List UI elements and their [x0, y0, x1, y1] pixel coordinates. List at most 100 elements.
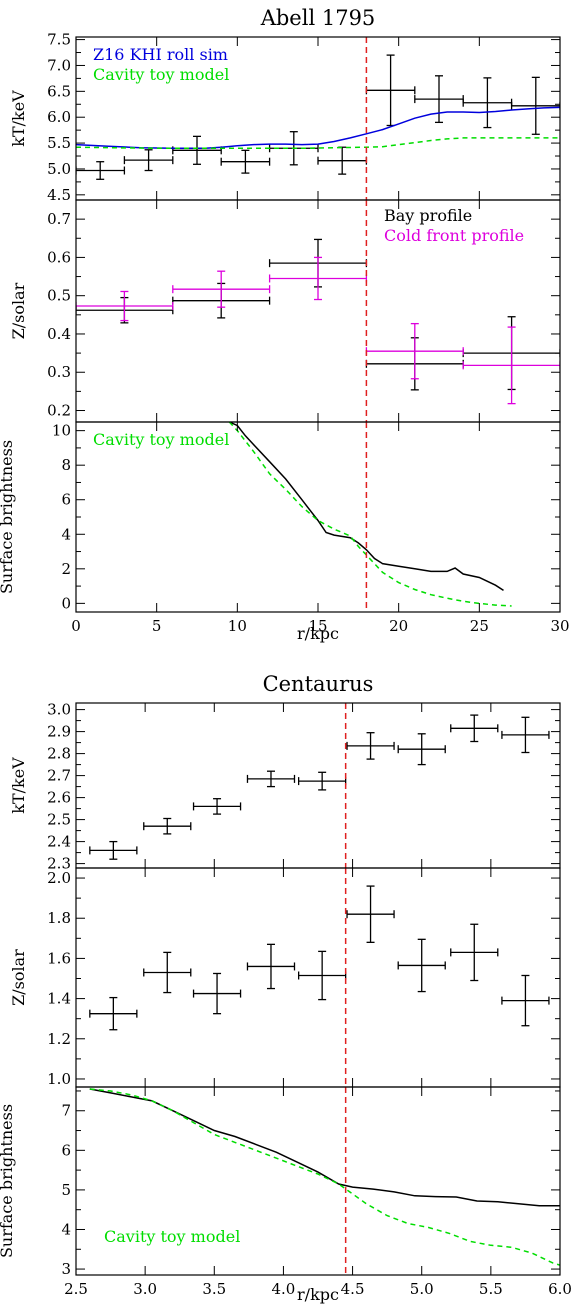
- a1795-z-series-1-point: [462, 326, 560, 405]
- a1795-kt-series-0-point: [414, 75, 464, 124]
- cen-kt-ytick-label: 2.6: [47, 789, 71, 807]
- a1795-z-series-1-point: [268, 256, 368, 301]
- cen-kt-series-0-point: [143, 817, 192, 835]
- cen-kt-y-axis-label: kT/keV: [9, 757, 28, 814]
- a1795-kt-legend-entry: Z16 KHI roll sim: [93, 45, 228, 64]
- a1795-sb-xtick-label: 5: [152, 617, 162, 635]
- a1795-z-series-1-point: [365, 322, 464, 380]
- a1795-kt-series-0-point: [317, 146, 368, 175]
- a1795-kt-ytick-label: 6.0: [47, 108, 71, 126]
- a1795-z-series-1-point: [172, 270, 271, 308]
- cen-kt-ytick-label: 2.7: [47, 767, 71, 785]
- a1795-sb-ytick-label: 10: [52, 422, 71, 440]
- a1795-sb-series-0-line: [228, 422, 504, 592]
- a1795-z-ytick-label: 0.5: [47, 287, 71, 305]
- cen-kt-series-0-point: [501, 716, 550, 754]
- a1795-kt-ytick-label: 7.5: [47, 31, 71, 49]
- a1795-kt-series-0-point: [123, 149, 174, 172]
- cen-sb-xtick-label: 6.0: [548, 1280, 572, 1298]
- cen-z-series-0-point: [397, 938, 446, 993]
- cen-kt-panel: 2.3 2.4 2.5 2.6 2.7 2.8 2.9 3.0 kT/keV: [9, 701, 561, 873]
- a1795-z-ytick-label: 0.2: [47, 402, 71, 420]
- title-centaurus: Centaurus: [263, 672, 374, 696]
- cen-z-series-0-point: [450, 923, 499, 982]
- cen-z-y-axis-label: Z/solar: [9, 949, 28, 1006]
- a1795-z-ytick-label: 0.7: [47, 210, 71, 228]
- a1795-sb-xtick-label: 15: [308, 617, 327, 635]
- cen-sb-ytick-label: 3: [61, 1260, 71, 1278]
- a1795-z-ytick-label: 0.4: [47, 325, 71, 343]
- cen-sb-plot-area: [89, 1088, 560, 1266]
- a1795-kt-series-0-point: [76, 161, 126, 180]
- cen-z-ytick-label: 1.8: [47, 909, 71, 927]
- cen-kt-series-0-point: [297, 771, 347, 791]
- cen-kt-series-0-point: [246, 770, 296, 788]
- x-axis-label-centaurus: r/kpc: [297, 1285, 339, 1304]
- cen-kt-ytick-label: 2.3: [47, 855, 71, 873]
- a1795-sb-ytick-label: 4: [61, 525, 71, 543]
- title-abell-1795: Abell 1795: [260, 6, 376, 30]
- a1795-sb-frame: [75, 421, 561, 613]
- a1795-kt-series-0-point: [172, 135, 222, 165]
- a1795-sb-panel: 0 2 4 6 8 10 0 5 10 15 20 25 30 Cavity toy model Surfa…: [0, 421, 570, 635]
- cen-sb-ytick-label: 4: [61, 1220, 71, 1238]
- a1795-kt-legend-entry: Cavity toy model: [93, 65, 229, 84]
- cen-sb-ytick-label: 7: [61, 1102, 71, 1120]
- a1795-sb-series-1-line: [228, 422, 512, 607]
- a1795-sb-xtick-label: 30: [550, 617, 569, 635]
- cen-sb-ytick-label: 6: [61, 1141, 71, 1159]
- cen-z-ytick-label: 1.2: [47, 1030, 71, 1048]
- a1795-sb-xtick-label: 10: [228, 617, 247, 635]
- a1795-z-y-axis-label: Z/solar: [9, 282, 28, 339]
- cen-z-series-0-point: [143, 951, 192, 994]
- a1795-kt-ytick-label: 4.5: [47, 186, 71, 204]
- cen-z-ytick-label: 1.0: [47, 1070, 71, 1088]
- cen-z-series-0-point: [501, 974, 550, 1027]
- cen-sb-xtick-label: 4.0: [271, 1280, 295, 1298]
- cen-sb-xtick-label: 5.5: [479, 1280, 503, 1298]
- cen-sb-panel: 3 4 5 6 7 2.5 3.0 3.5 4.0 4.5 5.0 5.5 6.0 Cavity toy …: [0, 1086, 572, 1298]
- cen-kt-plot-area: [89, 714, 550, 860]
- a1795-sb-plot-area: [228, 422, 512, 607]
- cen-sb-series-1-line: [89, 1088, 560, 1266]
- cen-z-frame: [75, 867, 561, 1088]
- a1795-sb-y-axis-label: Surface brightness: [0, 440, 16, 594]
- a1795-kt-y-axis-label: kT/keV: [9, 90, 28, 147]
- cen-z-panel: 1.0 1.2 1.4 1.6 1.8 2.0 Z/solar: [9, 867, 561, 1088]
- a1795-z-ytick-label: 0.6: [47, 248, 71, 266]
- cen-z-ytick-label: 1.6: [47, 949, 71, 967]
- cen-sb-xtick-label: 3.0: [133, 1280, 157, 1298]
- cen-z-series-0-point: [246, 943, 296, 990]
- a1795-kt-series-0-point: [510, 76, 560, 135]
- a1795-sb-xtick-label: 20: [389, 617, 408, 635]
- cen-sb-series-0-line: [89, 1088, 560, 1207]
- cen-sb-ytick-label: 5: [61, 1181, 71, 1199]
- a1795-kt-panel: 4.5 5.0 5.5 6.0 6.5 7.0 7.5 Z16 KHI roll simCav…: [9, 31, 561, 204]
- cen-z-series-0-point: [192, 972, 242, 1015]
- cen-z-ytick-label: 1.4: [47, 990, 71, 1008]
- cen-kt-series-0-point: [192, 798, 242, 815]
- cen-kt-series-0-point: [89, 840, 138, 860]
- a1795-z-series-1-point: [76, 290, 174, 322]
- cen-z-plot-area: [89, 885, 550, 1031]
- a1795-sb-xtick-label: 0: [71, 617, 81, 635]
- a1795-sb-ytick-label: 0: [61, 594, 71, 612]
- cen-sb-frame: [75, 1086, 561, 1276]
- a1795-kt-series-0-point: [365, 54, 416, 127]
- a1795-sb-ytick-label: 2: [61, 560, 71, 578]
- a1795-sb-xtick-label: 25: [470, 617, 489, 635]
- cen-z-series-0-point: [89, 996, 138, 1031]
- cen-kt-series-0-point: [397, 733, 446, 766]
- a1795-kt-ytick-label: 6.5: [47, 82, 71, 100]
- cen-kt-ytick-label: 2.8: [47, 745, 71, 763]
- cen-z-series-0-point: [346, 885, 395, 943]
- cen-z-series-0-point: [297, 950, 347, 1001]
- cen-sb-xtick-label: 3.5: [202, 1280, 226, 1298]
- a1795-sb-ytick-label: 8: [61, 456, 71, 474]
- a1795-kt-series-1-line: [76, 106, 560, 150]
- a1795-kt-series-0-point: [462, 77, 513, 129]
- a1795-z-ytick-label: 0.3: [47, 363, 71, 381]
- a1795-z-legend-entry: Bay profile: [384, 206, 472, 225]
